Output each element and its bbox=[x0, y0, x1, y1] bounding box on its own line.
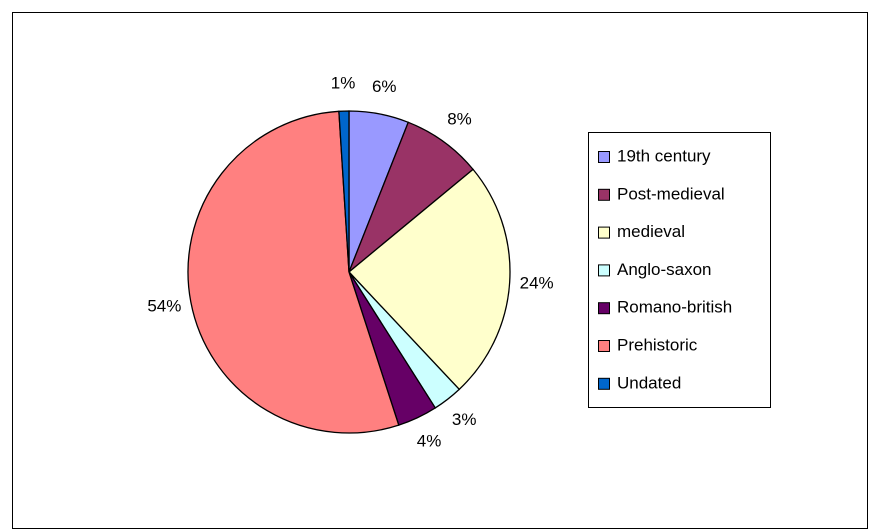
legend-swatch bbox=[598, 151, 610, 163]
legend-label: medieval bbox=[617, 222, 685, 241]
data-label: 1% bbox=[331, 74, 356, 93]
legend-swatch bbox=[598, 377, 610, 390]
pie-slice bbox=[338, 110, 350, 273]
pie-slice bbox=[187, 110, 400, 434]
legend-label: Undated bbox=[617, 373, 681, 392]
legend-swatch bbox=[598, 264, 610, 277]
legend-swatch bbox=[598, 340, 610, 352]
legend-swatch bbox=[598, 226, 610, 239]
legend: 19th century Post-medieval medieval Anglo-s… bbox=[588, 132, 771, 408]
pie-slice bbox=[348, 168, 511, 391]
data-label: 54% bbox=[147, 297, 181, 316]
legend-label: 19th century bbox=[617, 146, 711, 165]
legend-swatch bbox=[598, 302, 610, 315]
data-label: 24% bbox=[520, 273, 554, 292]
legend-box bbox=[588, 132, 771, 408]
pie: 6% 8% 24% 3% 4% 54% 1% bbox=[147, 74, 553, 451]
data-label: 8% bbox=[447, 109, 472, 128]
legend-swatch bbox=[598, 188, 610, 201]
legend-label: Romano-british bbox=[617, 298, 732, 317]
legend-label: Post-medieval bbox=[617, 184, 725, 203]
data-label: 4% bbox=[417, 432, 442, 451]
data-label: 3% bbox=[452, 410, 477, 429]
data-label: 6% bbox=[372, 77, 397, 96]
legend-label: Anglo-saxon bbox=[617, 260, 712, 279]
legend-label: Prehistoric bbox=[617, 335, 698, 354]
